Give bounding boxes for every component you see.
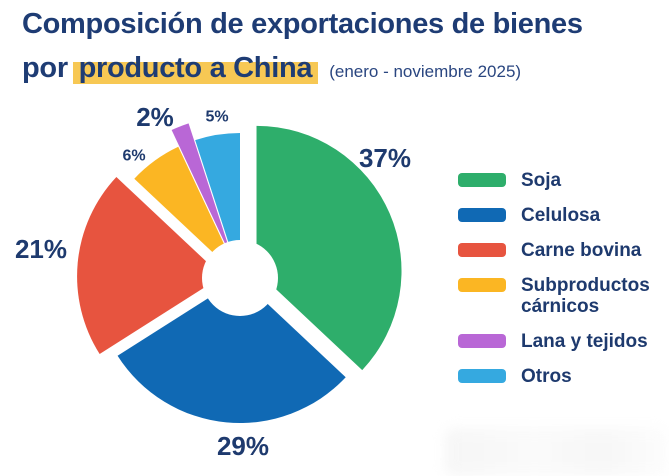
- legend-item-subproductos-carnicos: Subproductos cárnicos: [458, 275, 664, 317]
- pie-slice-lana-y-tejidos: [171, 123, 234, 262]
- pct-label-soja: 37%: [359, 143, 411, 173]
- legend-label-soja: Soja: [521, 170, 562, 191]
- donut-hole: [202, 240, 278, 316]
- legend-item-soja: Soja: [458, 170, 664, 191]
- pct-label-lana-y-tejidos: 2%: [136, 102, 174, 132]
- legend-swatch-otros: [458, 369, 506, 383]
- legend-label-subproductos-carnicos: Subproductos cárnicos: [521, 275, 650, 317]
- title-line1: Composición de exportaciones de bienes: [22, 8, 583, 40]
- legend-label-carne-bovina: Carne bovina: [521, 240, 642, 261]
- pct-label-carne-bovina: 21%: [15, 234, 67, 264]
- title-block: Composición de exportaciones de bienes po…: [22, 2, 658, 94]
- title-line2-prefix: por: [22, 52, 76, 84]
- pie-slice-celulosa: [117, 278, 346, 423]
- legend-swatch-carne-bovina: [458, 243, 506, 257]
- page-title: Composición de exportaciones de bienes po…: [22, 2, 658, 94]
- legend-item-lana-y-tejidos: Lana y tejidos: [458, 331, 664, 352]
- pie-slice-soja: [256, 125, 402, 371]
- legend-item-celulosa: Celulosa: [458, 205, 664, 226]
- legend-label-lana-y-tejidos: Lana y tejidos: [521, 331, 648, 352]
- legend-swatch-soja: [458, 173, 506, 187]
- chart-legend: Soja Celulosa Carne bovina Subproductos cár…: [458, 170, 664, 387]
- legend-swatch-celulosa: [458, 208, 506, 222]
- pie-slice-carne-bovina: [77, 177, 223, 354]
- legend-item-otros: Otros: [458, 366, 664, 387]
- title-subtitle: (enero - noviembre 2025): [329, 62, 522, 81]
- pct-label-otros: 5%: [205, 109, 228, 126]
- legend-swatch-lana-y-tejidos: [458, 334, 506, 348]
- title-highlighted-text: producto a China: [72, 52, 319, 84]
- pie-slice-subproductos-carnicos: [134, 146, 240, 278]
- legend-label-otros: Otros: [521, 366, 572, 387]
- legend-swatch-subproductos-carnicos: [458, 278, 506, 292]
- pct-label-celulosa: 29%: [217, 431, 269, 461]
- legend-label-celulosa: Celulosa: [521, 205, 601, 226]
- watermark-smudge: [445, 428, 669, 476]
- legend-item-carne-bovina: Carne bovina: [458, 240, 664, 261]
- pct-label-subproductos-carnicos: 6%: [122, 148, 145, 165]
